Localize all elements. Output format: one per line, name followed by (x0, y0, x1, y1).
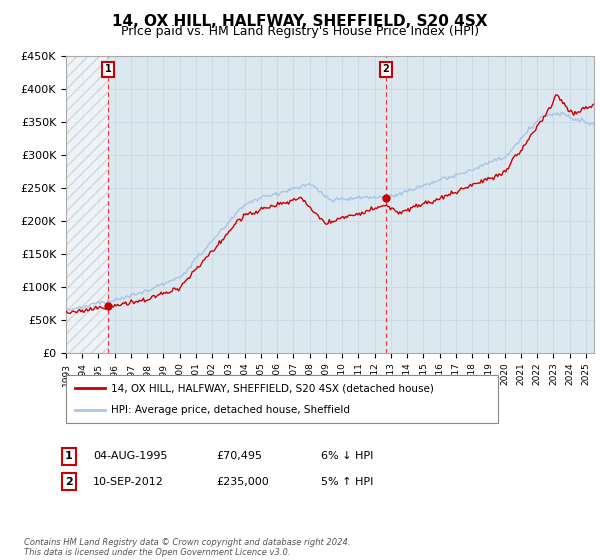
Text: 2: 2 (383, 64, 389, 74)
Text: 10-SEP-2012: 10-SEP-2012 (93, 477, 164, 487)
Text: Contains HM Land Registry data © Crown copyright and database right 2024.
This d: Contains HM Land Registry data © Crown c… (24, 538, 350, 557)
Text: Price paid vs. HM Land Registry's House Price Index (HPI): Price paid vs. HM Land Registry's House … (121, 25, 479, 38)
Text: 04-AUG-1995: 04-AUG-1995 (93, 451, 167, 461)
Text: 14, OX HILL, HALFWAY, SHEFFIELD, S20 4SX: 14, OX HILL, HALFWAY, SHEFFIELD, S20 4SX (112, 14, 488, 29)
Text: 1: 1 (105, 64, 112, 74)
Text: 6% ↓ HPI: 6% ↓ HPI (321, 451, 373, 461)
Text: 2: 2 (65, 477, 73, 487)
Text: £70,495: £70,495 (216, 451, 262, 461)
Text: 5% ↑ HPI: 5% ↑ HPI (321, 477, 373, 487)
Text: 1: 1 (65, 451, 73, 461)
Bar (66, 56, 108, 353)
Text: £235,000: £235,000 (216, 477, 269, 487)
Text: HPI: Average price, detached house, Sheffield: HPI: Average price, detached house, Shef… (111, 405, 350, 416)
Text: 14, OX HILL, HALFWAY, SHEFFIELD, S20 4SX (detached house): 14, OX HILL, HALFWAY, SHEFFIELD, S20 4SX… (111, 383, 434, 393)
